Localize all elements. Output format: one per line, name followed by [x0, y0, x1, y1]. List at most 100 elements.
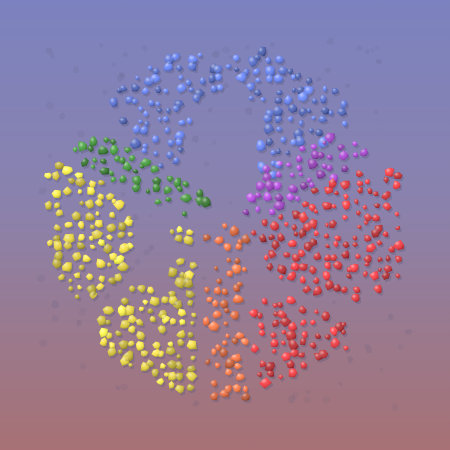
tile-gloss: [161, 314, 171, 325]
tile-gloss: [256, 181, 265, 191]
tile-gloss: [207, 321, 220, 332]
tile-gloss: [323, 254, 332, 261]
tile-gloss: [76, 241, 86, 250]
tile-gloss: [119, 84, 128, 92]
tile-gloss: [273, 201, 285, 211]
tile-gloss: [94, 220, 103, 228]
tile-gloss: [372, 214, 380, 222]
ghost-tile: [148, 213, 153, 218]
ghost-tile: [207, 106, 213, 114]
tile-gloss: [185, 290, 196, 299]
tile-gloss: [313, 252, 321, 261]
tile-gloss: [332, 260, 343, 270]
ghost-tile: [211, 50, 220, 58]
tile-gloss: [187, 300, 194, 307]
tile-gloss: [169, 317, 177, 325]
tile-gloss: [234, 257, 241, 265]
tile-gloss: [77, 221, 85, 230]
tile-gloss: [333, 284, 341, 292]
tile-gloss: [377, 267, 383, 272]
tile-gloss: [169, 229, 175, 235]
tile-gloss: [353, 286, 361, 294]
tile-gloss: [77, 189, 82, 195]
tile-gloss: [261, 297, 268, 305]
ghost-tile: [321, 395, 331, 404]
tile-gloss: [395, 255, 402, 263]
tile-gloss: [316, 170, 326, 179]
tile-gloss: [355, 253, 361, 260]
tile-gloss: [162, 115, 169, 123]
tile-gloss: [91, 229, 104, 240]
tile-gloss: [149, 296, 160, 307]
tile-gloss: [274, 97, 283, 104]
tile-gloss: [172, 156, 180, 165]
tile-gloss: [324, 279, 335, 291]
tile-gloss: [98, 167, 110, 175]
tile-gloss: [176, 185, 183, 192]
ghost-tile: [50, 54, 55, 60]
ghost-tile: [291, 390, 299, 400]
tile-gloss: [394, 211, 399, 217]
tile-gloss: [61, 166, 74, 176]
tile-gloss: [178, 74, 184, 81]
tile-gloss: [340, 99, 348, 109]
ghost-tile: [364, 343, 369, 349]
tile-gloss: [231, 264, 242, 274]
ghost-tile: [76, 319, 82, 324]
tile-gloss: [106, 262, 112, 267]
ghost-tile: [221, 45, 232, 54]
tile-gloss: [110, 138, 117, 145]
tile-gloss: [300, 361, 308, 369]
tile-gloss: [353, 152, 359, 158]
tile-shadow: [286, 152, 292, 158]
tile-gloss: [263, 123, 275, 135]
tile-gloss: [232, 54, 240, 62]
tile-gloss: [117, 231, 126, 239]
tile-gloss: [229, 225, 239, 237]
tile-gloss: [223, 308, 230, 313]
tile-gloss: [155, 101, 161, 107]
tile-gloss: [222, 340, 228, 346]
tile-gloss: [288, 368, 298, 378]
tile-gloss: [202, 316, 210, 326]
tile-gloss: [130, 83, 141, 92]
tile-gloss: [340, 286, 348, 293]
tile-gloss: [192, 94, 201, 103]
ghost-tile: [211, 139, 217, 146]
tile-gloss: [138, 106, 144, 112]
tile-gloss: [78, 264, 85, 271]
tile-gloss: [166, 359, 177, 370]
tile-gloss: [116, 260, 129, 272]
tile-gloss: [302, 285, 312, 294]
ghost-tile: [316, 76, 322, 82]
tile-gloss: [290, 74, 297, 80]
tile-gloss: [172, 300, 183, 310]
tile-gloss: [182, 276, 194, 289]
tile-gloss: [259, 97, 266, 102]
tile-gloss: [225, 64, 232, 69]
tile-gloss: [126, 242, 134, 250]
tile-gloss: [291, 87, 297, 93]
tile-gloss: [163, 372, 170, 378]
tile-gloss: [312, 276, 320, 284]
tile-gloss: [210, 379, 218, 388]
tile-gloss: [208, 73, 216, 83]
tile-gloss: [268, 208, 276, 216]
tile-gloss: [176, 354, 182, 359]
tile-gloss: [44, 172, 52, 179]
tile-gloss: [154, 199, 162, 205]
tile-gloss: [186, 383, 195, 392]
tile-gloss: [229, 310, 239, 320]
tile-gloss: [322, 140, 327, 146]
tile-gloss: [287, 115, 294, 122]
tile-gloss: [333, 240, 339, 248]
tile-gloss: [109, 211, 115, 218]
tile-gloss: [224, 368, 233, 376]
tile-gloss: [138, 306, 145, 312]
tile-gloss: [258, 329, 266, 337]
tile-gloss: [363, 255, 372, 264]
tile-gloss: [146, 188, 150, 194]
ghost-tile: [325, 37, 335, 45]
tile-gloss: [53, 224, 61, 231]
tile-gloss: [298, 228, 307, 239]
